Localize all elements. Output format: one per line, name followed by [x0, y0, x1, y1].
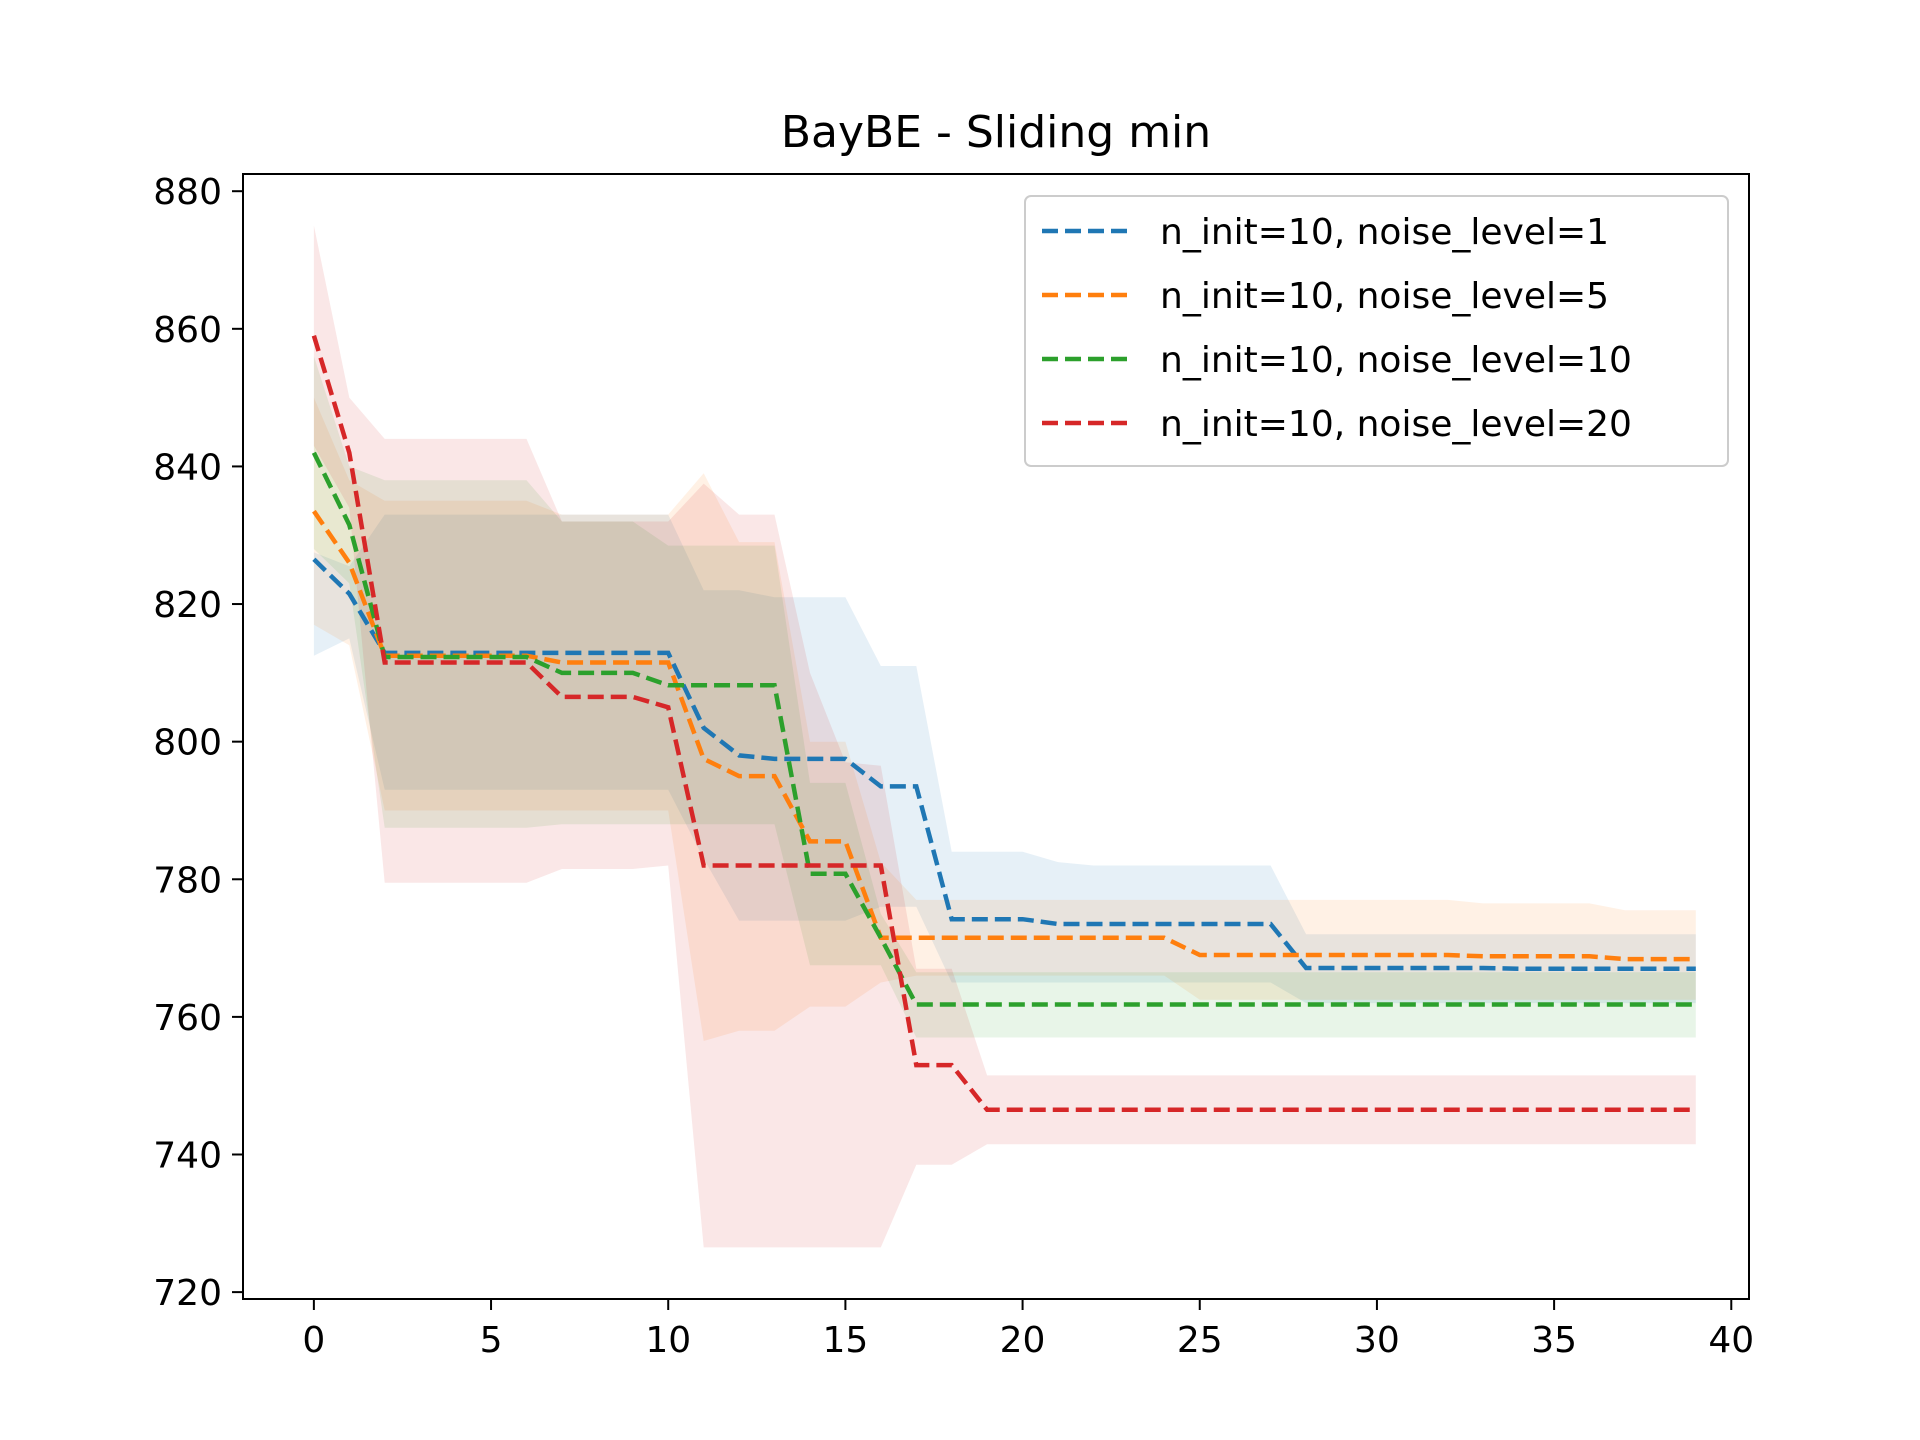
plot-frame — [242, 173, 1750, 1300]
x-tick-label: 0 — [302, 1320, 325, 1361]
y-tick-label: 740 — [153, 1136, 222, 1177]
x-tick-label: 35 — [1531, 1320, 1577, 1361]
legend-label-series-1: n_init=10, noise_level=1 — [1160, 212, 1609, 253]
y-tick-label: 780 — [153, 860, 222, 901]
x-tick-label: 15 — [822, 1320, 868, 1361]
x-axis: 0 5 10 15 20 25 30 35 40 — [302, 1299, 1754, 1361]
band-series-4 — [313, 225, 1696, 1248]
series-lines — [311, 335, 1696, 1113]
line-series-3 — [311, 451, 1696, 1007]
x-tick-label: 25 — [1177, 1320, 1223, 1361]
chart-title: BayBE - Sliding min — [781, 107, 1211, 158]
x-tick-label: 40 — [1708, 1320, 1754, 1361]
x-tick-label: 10 — [645, 1320, 691, 1361]
y-axis: 720 740 760 780 800 820 840 860 880 — [153, 172, 243, 1314]
band-series-1 — [313, 514, 1696, 1004]
y-tick-label: 720 — [153, 1273, 222, 1314]
y-tick-label: 800 — [153, 723, 222, 764]
y-tick-label: 840 — [153, 447, 222, 488]
legend: n_init=10, noise_level=1 n_init=10, noise… — [1024, 195, 1729, 467]
legend-label-series-4: n_init=10, noise_level=20 — [1160, 404, 1632, 445]
legend-box — [1024, 195, 1729, 467]
x-tick-label: 30 — [1354, 1320, 1400, 1361]
y-tick-label: 860 — [153, 310, 222, 351]
legend-label-series-3: n_init=10, noise_level=10 — [1160, 340, 1632, 381]
x-tick-label: 5 — [480, 1320, 503, 1361]
y-tick-label: 760 — [153, 998, 222, 1039]
y-tick-label: 820 — [153, 585, 222, 626]
y-tick-label: 880 — [153, 172, 222, 213]
line-series-1 — [312, 557, 1696, 971]
x-tick-label: 20 — [1000, 1320, 1046, 1361]
legend-label-series-2: n_init=10, noise_level=5 — [1160, 276, 1609, 317]
band-series-2 — [313, 397, 1696, 1042]
